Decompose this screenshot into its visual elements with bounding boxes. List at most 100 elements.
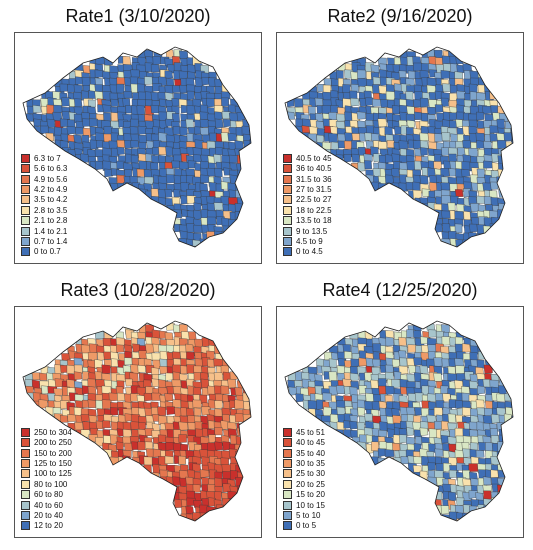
municipality-region bbox=[199, 118, 210, 128]
legend-item: 25 to 30 bbox=[283, 469, 325, 479]
municipality-region bbox=[130, 140, 140, 148]
legend-item: 0.7 to 1.4 bbox=[21, 236, 67, 246]
legend-item: 20 to 40 bbox=[21, 510, 72, 520]
legend-label: 60 to 80 bbox=[34, 490, 63, 500]
municipality-region bbox=[419, 132, 429, 142]
municipality-region bbox=[157, 434, 167, 443]
municipality-region bbox=[475, 449, 485, 459]
municipality-region bbox=[293, 98, 304, 108]
municipality-region bbox=[144, 441, 154, 450]
municipality-region bbox=[314, 97, 324, 107]
legend-label: 0 to 4.5 bbox=[296, 247, 323, 257]
municipality-region bbox=[179, 126, 188, 136]
map-panel-rate2: Rate2 (9/16/2020) 40.5 to 45 36 to 40.5 … bbox=[272, 2, 528, 270]
legend-item: 0 to 4.5 bbox=[283, 247, 332, 257]
legend-item: 5.6 to 6.3 bbox=[21, 163, 67, 174]
municipality-region bbox=[227, 133, 237, 142]
municipality-region bbox=[454, 210, 464, 221]
municipality-region bbox=[385, 364, 394, 373]
municipality-region bbox=[241, 478, 251, 487]
municipality-region bbox=[185, 343, 194, 353]
municipality-region bbox=[164, 393, 174, 402]
legend-swatch bbox=[283, 458, 292, 468]
municipality-region bbox=[440, 97, 449, 107]
legend-swatch bbox=[21, 500, 30, 510]
legend-swatch bbox=[21, 184, 30, 194]
municipality-region bbox=[440, 70, 451, 79]
municipality-region bbox=[87, 378, 97, 389]
municipality-region bbox=[351, 153, 360, 163]
municipality-region bbox=[483, 160, 493, 169]
municipality-region bbox=[81, 76, 91, 87]
municipality-region bbox=[426, 48, 435, 58]
municipality-region bbox=[378, 141, 387, 150]
municipality-region bbox=[200, 174, 210, 184]
municipality-region bbox=[130, 69, 141, 78]
municipality-region bbox=[454, 189, 464, 197]
municipality-region bbox=[207, 358, 216, 368]
municipality-region bbox=[359, 434, 369, 445]
choropleth-map: 250 to 304 200 to 250 150 to 200 125 to … bbox=[14, 306, 262, 538]
municipality-region bbox=[178, 421, 189, 431]
municipality-region bbox=[193, 518, 202, 521]
municipality-region bbox=[489, 428, 499, 437]
municipality-region bbox=[503, 132, 513, 142]
legend-label: 18 to 22.5 bbox=[296, 205, 332, 215]
municipality-region bbox=[462, 512, 472, 521]
municipality-region bbox=[377, 188, 386, 197]
municipality-region bbox=[221, 464, 232, 473]
municipality-region bbox=[143, 456, 154, 466]
legend-label: 250 to 304 bbox=[34, 427, 72, 437]
municipality-region bbox=[363, 153, 373, 163]
municipality-region bbox=[449, 84, 458, 94]
municipality-region bbox=[384, 126, 393, 136]
legend-label: 125 to 150 bbox=[34, 458, 72, 468]
municipality-region bbox=[440, 168, 450, 178]
legend-swatch bbox=[283, 247, 292, 257]
legend-label: 40 to 45 bbox=[296, 438, 325, 448]
legend-label: 6.3 to 7 bbox=[34, 153, 61, 163]
map-panel-rate3: Rate3 (10/28/2020) 250 to 304 200 to 250… bbox=[10, 276, 266, 544]
municipality-region bbox=[123, 90, 133, 99]
municipality-region bbox=[102, 104, 112, 113]
municipality-region bbox=[468, 463, 479, 472]
legend-item: 27 to 31.5 bbox=[283, 184, 332, 194]
municipality-region bbox=[206, 97, 215, 108]
municipality-region bbox=[499, 217, 508, 228]
municipality-region bbox=[192, 456, 202, 465]
municipality-region bbox=[229, 498, 239, 509]
municipality-region bbox=[236, 380, 247, 389]
municipality-region bbox=[349, 372, 359, 381]
legend-swatch bbox=[283, 174, 292, 184]
municipality-region bbox=[441, 223, 451, 233]
municipality-region bbox=[122, 56, 132, 66]
legend-item: 13.5 to 18 bbox=[283, 215, 332, 226]
legend-label: 4.5 to 9 bbox=[296, 236, 323, 246]
municipality-region bbox=[178, 434, 187, 443]
municipality-region bbox=[337, 107, 346, 116]
municipality-region bbox=[236, 217, 245, 226]
municipality-region bbox=[221, 97, 230, 107]
municipality-region bbox=[234, 413, 244, 423]
municipality-region bbox=[406, 427, 414, 436]
municipality-region bbox=[462, 343, 471, 353]
municipality-region bbox=[87, 399, 97, 408]
legend-swatch bbox=[283, 479, 292, 489]
municipality-region bbox=[103, 330, 113, 340]
municipality-region bbox=[115, 441, 124, 450]
municipality-region bbox=[364, 413, 373, 422]
legend-item: 250 to 304 bbox=[21, 427, 72, 437]
municipality-region bbox=[193, 202, 202, 211]
legend-swatch bbox=[283, 236, 292, 246]
municipality-region bbox=[237, 154, 245, 165]
municipality-region bbox=[193, 224, 204, 233]
municipality-region bbox=[165, 372, 174, 381]
legend-item: 200 to 250 bbox=[21, 437, 72, 448]
municipality-region bbox=[179, 84, 188, 94]
municipality-region bbox=[172, 476, 181, 487]
municipality-region bbox=[357, 69, 367, 80]
municipality-region bbox=[59, 83, 69, 92]
municipality-region bbox=[372, 76, 382, 85]
municipality-region bbox=[108, 392, 118, 402]
municipality-region bbox=[399, 357, 408, 367]
